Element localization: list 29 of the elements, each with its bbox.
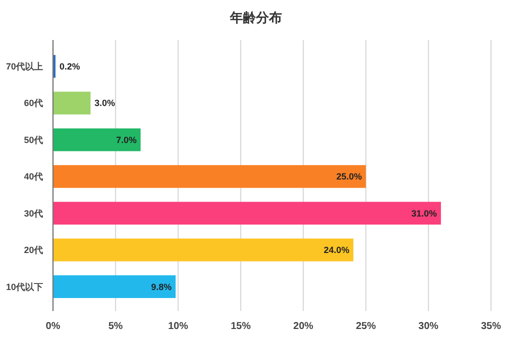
y-tick-label: 20代 — [24, 245, 43, 256]
x-tick-label: 35% — [480, 321, 502, 332]
y-tick-label: 50代 — [24, 134, 43, 145]
y-tick-label: 30代 — [24, 208, 43, 218]
data-label: 31.0% — [411, 208, 437, 218]
bar — [53, 238, 354, 262]
bar — [53, 202, 441, 225]
x-tick-label: 5% — [108, 321, 123, 332]
y-tick-label: 10代以下 — [6, 282, 43, 292]
data-label: 24.0% — [324, 245, 350, 256]
data-label: 9.8% — [151, 282, 172, 292]
bar — [53, 165, 366, 188]
x-tick-label: 20% — [293, 321, 314, 332]
x-tick-label: 25% — [356, 321, 376, 332]
data-label: 7.0% — [116, 134, 137, 145]
y-tick-label: 70代以上 — [6, 62, 43, 72]
data-label: 25.0% — [336, 172, 362, 182]
chart-title: 年齢分布 — [229, 10, 282, 25]
x-tick-label: 0% — [46, 321, 60, 332]
x-tick-label: 30% — [418, 321, 439, 332]
bar — [53, 92, 91, 114]
data-label: 0.2% — [60, 62, 80, 72]
bar — [53, 275, 176, 298]
bar — [53, 128, 141, 152]
x-tick-label: 15% — [230, 321, 251, 332]
y-tick-label: 40代 — [24, 172, 43, 182]
x-tick-label: 10% — [168, 321, 188, 332]
y-tick-label: 60代 — [24, 98, 43, 108]
data-label: 3.0% — [94, 98, 116, 108]
